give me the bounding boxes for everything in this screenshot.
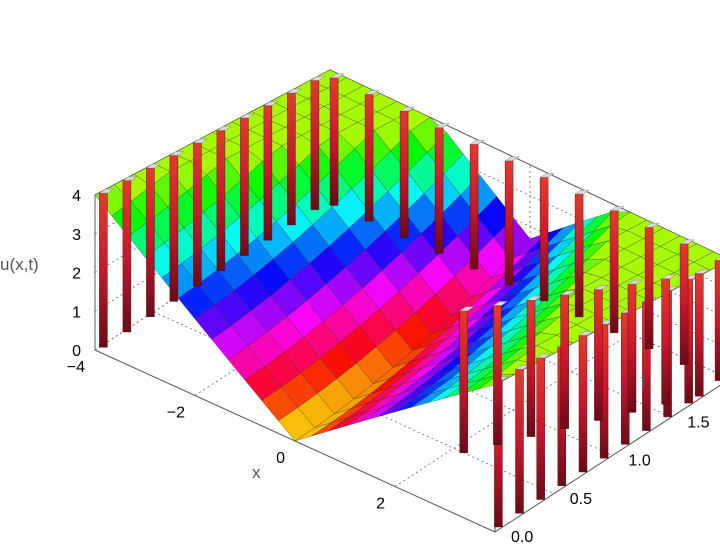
surface-spike — [310, 80, 320, 210]
surface-spike-cap — [574, 189, 590, 195]
surface-spike-cap — [504, 156, 520, 162]
surface-spike-cap — [560, 290, 576, 295]
surface-spike-cap — [469, 139, 485, 145]
surface-spike — [434, 127, 444, 254]
z-tick-label: 4 — [72, 188, 81, 205]
x-tick-label: −4 — [67, 359, 85, 376]
surface-spike-cap — [122, 176, 138, 181]
surface-spike — [695, 273, 704, 397]
x-tick-label: 0 — [276, 450, 285, 467]
surface-spike-cap — [239, 113, 256, 119]
surface-spike-cap — [694, 269, 710, 274]
surface-spike — [169, 155, 179, 302]
surface-spike-cap — [593, 285, 610, 290]
surface-spike-cap — [329, 73, 345, 79]
surface-spike — [578, 335, 588, 473]
surface-spike — [146, 167, 155, 317]
surface-spike-cap — [286, 88, 303, 94]
grid-line — [329, 133, 720, 316]
t-tick-label: 0.5 — [570, 491, 592, 508]
surface-spike-cap — [714, 256, 720, 261]
x-tick-label: −2 — [167, 405, 185, 422]
surface-spike — [661, 278, 670, 405]
surface-spike-cap — [169, 151, 185, 156]
surface-spike-cap — [399, 106, 415, 112]
surface-spikes — [98, 73, 720, 528]
x-axis-label: x — [252, 463, 261, 482]
surface-spike-cap — [679, 239, 695, 245]
surface-spike — [364, 94, 374, 222]
surface-spike — [644, 226, 654, 349]
t-tick-label: 0.0 — [511, 529, 533, 542]
surface-spike-cap — [627, 279, 643, 285]
surface-spike — [714, 260, 720, 381]
surface-spike-cap — [609, 206, 625, 211]
surface-spike — [459, 310, 468, 453]
surface-spike-cap — [310, 76, 326, 81]
surface-spike — [122, 180, 132, 333]
grid-line — [494, 385, 720, 533]
surface-spike — [493, 305, 502, 445]
surface-spike — [560, 294, 569, 429]
surface-spike — [536, 357, 545, 500]
surface-spike — [539, 177, 549, 302]
x-tick-label: 2 — [376, 496, 385, 513]
grid-line — [329, 69, 720, 256]
z-tick-label: 1 — [72, 304, 81, 321]
z-tick-label: 3 — [72, 227, 81, 244]
surface-spike — [263, 105, 273, 241]
surface-spike — [329, 77, 339, 206]
surface-spike — [627, 283, 637, 413]
surface-spike — [515, 369, 524, 514]
surface-spike-cap — [434, 123, 450, 128]
z-tick-label: 0 — [72, 343, 81, 360]
surface-spike-cap — [459, 306, 475, 311]
surface-spike-cap — [216, 126, 232, 131]
grid-line — [329, 101, 720, 286]
surface-spike — [469, 143, 479, 270]
surface-spike-cap — [492, 301, 509, 306]
surface-spike — [504, 160, 514, 286]
surface-spike-cap — [536, 353, 552, 359]
surface-spike — [679, 243, 689, 365]
surface-spike-cap — [263, 101, 279, 106]
grid-line — [212, 273, 613, 456]
surface-spike-cap — [145, 163, 162, 169]
surface-spike-cap — [364, 90, 380, 95]
grid-line — [394, 333, 631, 487]
surface-spike — [399, 110, 409, 238]
t-axis-label: t — [641, 371, 646, 390]
surface-spike — [609, 210, 619, 333]
z-axis-label: u(x,t) — [0, 255, 39, 274]
surface-spike — [287, 92, 296, 226]
t-tick-label: 1.0 — [629, 453, 651, 470]
grid-line — [94, 349, 496, 533]
surface-spike — [240, 117, 249, 256]
grid-line — [153, 311, 554, 495]
surface-spike-cap — [192, 138, 209, 144]
surface-spike-cap — [98, 188, 115, 194]
surface-spike — [594, 289, 603, 421]
surface-spike — [99, 192, 108, 348]
surface-spike-cap — [578, 331, 594, 336]
z-tick-label: 2 — [72, 266, 81, 283]
surface-spike — [193, 142, 202, 287]
surface-spike-cap — [660, 274, 677, 279]
surface-spike-cap — [644, 222, 660, 228]
surface-spike-cap — [539, 173, 555, 178]
surface-spike-cap — [526, 295, 542, 301]
surface-spike — [216, 130, 226, 271]
z-axis-ticks: 0 1 2 3 4 — [72, 188, 81, 360]
t-tick-label: 1.5 — [687, 414, 709, 431]
surface-spike — [574, 193, 584, 318]
surface-spike — [526, 299, 536, 437]
